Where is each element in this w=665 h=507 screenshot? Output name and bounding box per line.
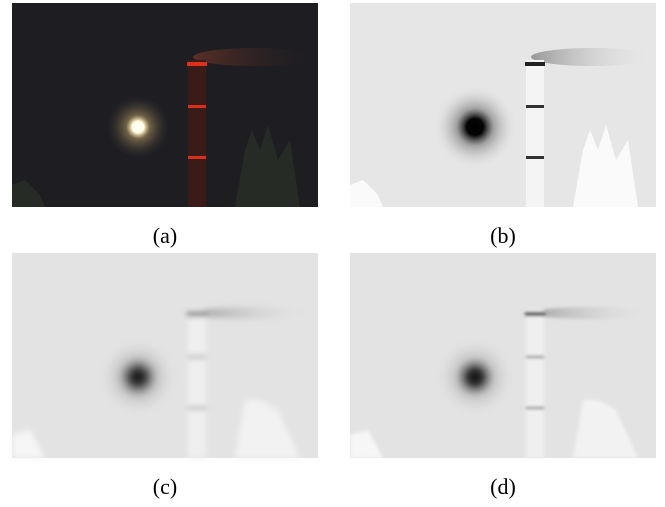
panel-label: (c) [153,474,177,499]
panel-c-image [12,253,318,458]
panel-d-image [350,253,656,458]
figure: (a) (b) (c) [0,0,665,502]
panel-label: (b) [490,223,516,248]
panel-a-image [12,3,318,207]
panel-label: (d) [490,474,516,499]
panel-b-image [350,3,656,207]
panel-label: (a) [153,223,177,248]
